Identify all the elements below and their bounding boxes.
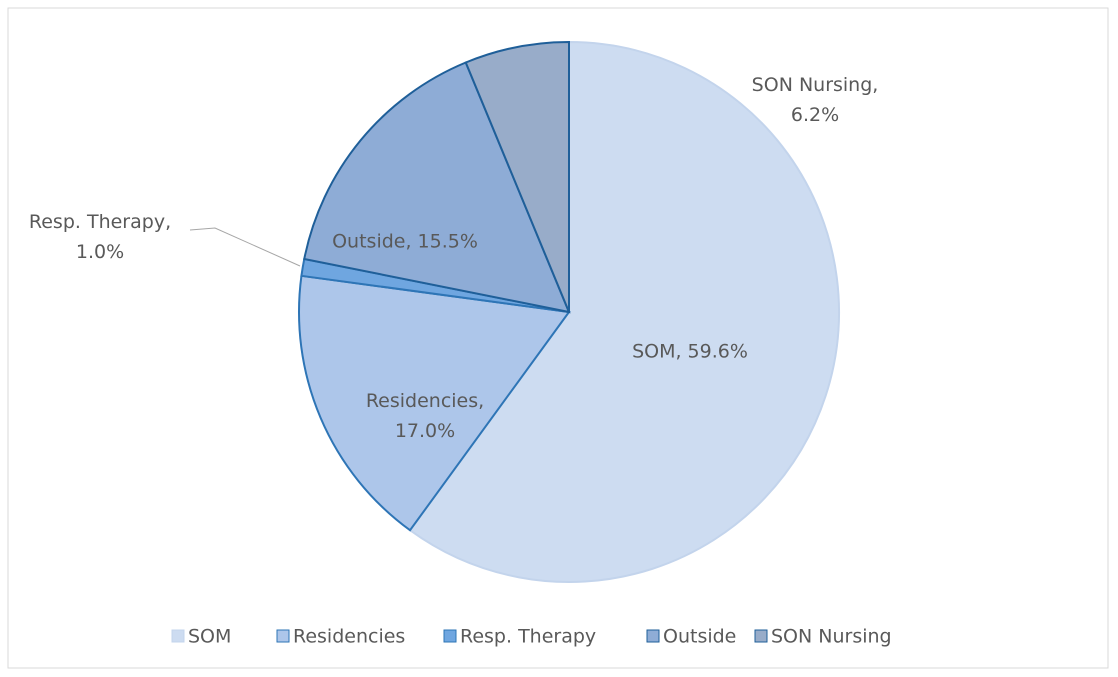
legend-label: SOM <box>188 626 231 648</box>
legend-label: Outside <box>663 626 736 648</box>
data-label: Resp. Therapy, 1.0% <box>29 211 171 263</box>
data-label: SOM, 59.6% <box>632 341 748 363</box>
pie-slice <box>303 61 571 314</box>
pie-slice <box>298 274 571 532</box>
data-label: Outside, 15.5% <box>332 231 478 253</box>
legend-label: Residencies <box>293 626 405 648</box>
legend-swatch <box>171 629 185 643</box>
data-label: SON Nursing, 6.2% <box>752 74 879 126</box>
legend-swatch <box>646 629 660 643</box>
pie-slice <box>408 40 840 583</box>
pie-slice <box>464 40 570 313</box>
legend-label: SON Nursing <box>771 626 892 648</box>
leader-line <box>189 227 301 267</box>
legend-swatch <box>754 629 768 643</box>
legend-label: Resp. Therapy <box>460 626 596 648</box>
legend-swatch <box>276 629 290 643</box>
legend-swatch <box>443 629 457 643</box>
data-label: Residencies, 17.0% <box>366 390 484 442</box>
